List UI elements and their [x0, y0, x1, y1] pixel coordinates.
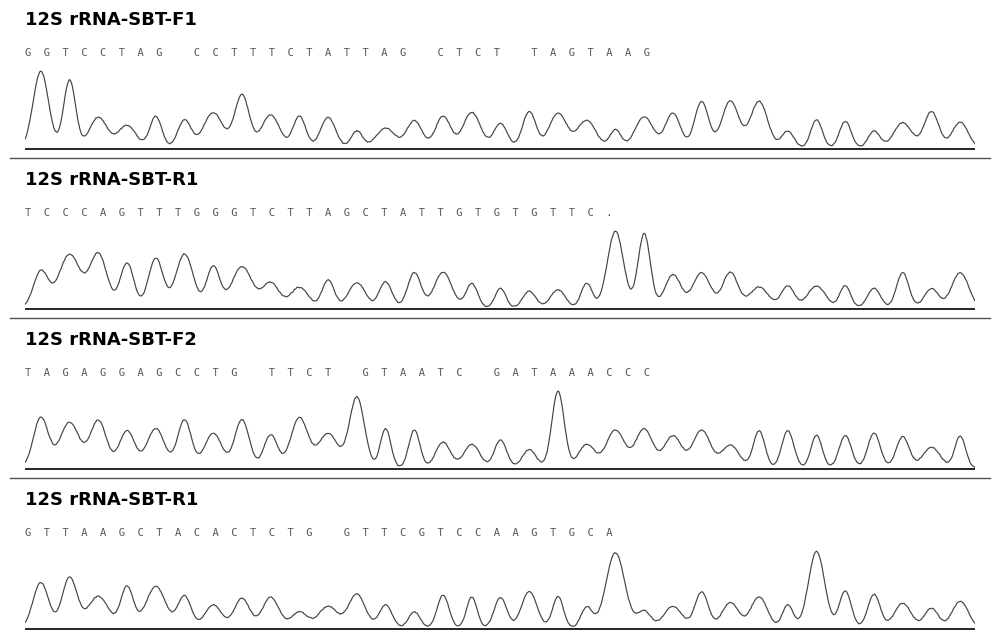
Text: 12S rRNA-SBT-R1: 12S rRNA-SBT-R1: [25, 171, 198, 189]
Text: G  T  T  A  A  G  C  T  A  C  A  C  T  C  T  G     G  T  T  C  G  T  C  C  A  A : G T T A A G C T A C A C T C T G G T T C …: [25, 528, 612, 538]
Text: T  A  G  A  G  G  A  G  C  C  T  G     T  T  C  T     G  T  A  A  T  C     G  A : T A G A G G A G C C T G T T C T G T A A …: [25, 368, 650, 378]
Text: 12S rRNA-SBT-R1: 12S rRNA-SBT-R1: [25, 492, 198, 509]
Text: 12S rRNA-SBT-F2: 12S rRNA-SBT-F2: [25, 332, 197, 349]
Text: G  G  T  C  C  T  A  G     C  C  T  T  T  C  T  A  T  T  A  G     C  T  C  T    : G G T C C T A G C C T T T C T A T T A G …: [25, 48, 650, 58]
Text: T  C  C  C  A  G  T  T  T  G  G  G  T  C  T  T  A  G  C  T  A  T  T  G  T  G  T : T C C C A G T T T G G G T C T T A G C T …: [25, 208, 612, 218]
Text: 12S rRNA-SBT-F1: 12S rRNA-SBT-F1: [25, 11, 197, 29]
